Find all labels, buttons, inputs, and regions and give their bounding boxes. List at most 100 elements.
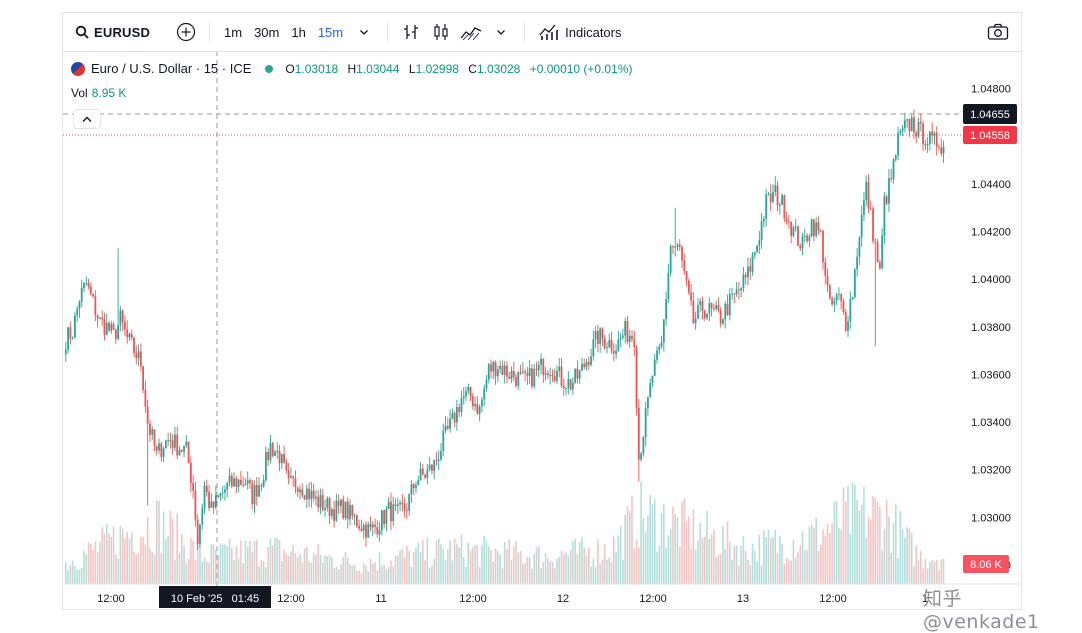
volume-bar <box>260 559 263 584</box>
candle-body <box>533 368 536 387</box>
volume-bar <box>888 516 890 584</box>
volume-bar <box>456 543 458 584</box>
candle-body <box>214 495 217 508</box>
candle-body <box>128 333 131 338</box>
symbol-legend: Euro / U.S. Dollar · 15 · ICE O1.03018 H… <box>71 61 638 76</box>
candle-body <box>917 121 920 137</box>
volume-value: 8.95 K <box>91 86 127 100</box>
candle-body <box>544 373 547 375</box>
candle-body <box>571 382 574 390</box>
volume-bar <box>294 552 297 584</box>
candle-body <box>196 519 199 545</box>
volume-bar <box>526 556 529 584</box>
time-axis[interactable]: 12:00 12:00 11 12:00 12 12:00 13 12:00 1 <box>97 593 928 605</box>
volume-bar <box>406 545 408 584</box>
area-chart-icon[interactable] <box>458 19 484 45</box>
volume-bar <box>581 536 583 584</box>
candle-body <box>346 501 349 520</box>
collapse-legend-button[interactable] <box>73 109 101 129</box>
volume-bar <box>319 555 322 584</box>
interval-1m[interactable]: 1m <box>224 24 243 40</box>
price-axis[interactable]: 1.048001.046001.044001.042001.040001.038… <box>971 84 1011 572</box>
volume-bar <box>619 525 622 584</box>
volume-bar <box>849 533 852 584</box>
candle-body <box>394 504 397 507</box>
candle-body <box>101 317 104 320</box>
low-value: 1.02998 <box>415 61 459 76</box>
candle-body <box>110 324 113 331</box>
volume-bar <box>160 553 163 584</box>
volume-bar <box>910 532 913 584</box>
candle-body <box>233 478 235 487</box>
interval-30m[interactable]: 30m <box>254 24 280 40</box>
volume-bar <box>617 535 620 584</box>
candles-chart-icon[interactable] <box>428 19 454 45</box>
market-status-dot <box>265 64 274 73</box>
volume-bar <box>838 527 840 584</box>
chevron-down-icon[interactable] <box>351 19 377 45</box>
volume-bar <box>758 534 761 584</box>
candle-body <box>249 480 251 484</box>
candle-body <box>494 361 497 377</box>
candle-body <box>594 330 597 340</box>
chevron-down-icon[interactable] <box>488 19 514 45</box>
camera-icon[interactable] <box>985 19 1011 45</box>
interval-1h[interactable]: 1h <box>291 24 306 40</box>
volume-bar <box>142 536 144 584</box>
volume-bar <box>360 572 363 584</box>
volume-bar <box>146 517 149 584</box>
candle-body <box>817 222 820 231</box>
volume-bar <box>931 560 933 584</box>
bars-chart-icon[interactable] <box>398 19 424 45</box>
volume-bar <box>301 562 304 584</box>
candle-body <box>824 262 827 276</box>
compare-add-icon[interactable] <box>173 19 199 45</box>
volume-bar <box>872 495 874 584</box>
candle-body <box>340 499 342 507</box>
candle-body <box>872 208 874 242</box>
candle-body <box>85 283 88 285</box>
candle-body <box>258 485 260 497</box>
indicators-button[interactable]: Indicators <box>539 23 622 41</box>
candle-body <box>89 286 92 294</box>
toolbar-divider <box>209 22 210 42</box>
candle-body <box>813 219 815 237</box>
volume-bar <box>801 531 804 584</box>
candle-body <box>458 407 461 413</box>
volume-bar <box>278 540 281 584</box>
candle-body <box>640 453 642 460</box>
candle-body <box>719 309 722 324</box>
volume-bar <box>433 558 435 584</box>
legend-title[interactable]: Euro / U.S. Dollar · 15 · ICE <box>91 61 252 76</box>
candle-body <box>467 386 470 392</box>
volume-bar <box>481 544 483 584</box>
candle-body <box>210 501 213 508</box>
candle-body <box>735 289 738 295</box>
candle-body <box>124 322 126 330</box>
volume-bar <box>353 564 356 584</box>
candle-body <box>503 365 506 375</box>
symbol-search[interactable]: EURUSD <box>63 25 171 40</box>
volume-bar <box>149 547 151 584</box>
volume-bar <box>678 546 681 584</box>
candle-body <box>631 335 633 340</box>
candle-body <box>474 404 477 407</box>
chart-canvas[interactable]: 1.048001.046001.044001.042001.040001.038… <box>63 13 1021 609</box>
candle-body <box>103 319 106 335</box>
volume-bar <box>183 545 185 584</box>
volume-bar <box>810 524 813 584</box>
volume-bar <box>117 558 119 584</box>
volume-bar <box>804 550 806 584</box>
volume-bar <box>547 558 549 584</box>
candle-body <box>451 413 454 419</box>
interval-15m[interactable]: 15m <box>317 24 344 40</box>
candle-body <box>490 364 492 372</box>
candle-body <box>537 364 540 370</box>
volume-bar <box>599 564 601 584</box>
candle-body <box>558 366 561 372</box>
candle-body <box>835 294 838 302</box>
volume-bar <box>415 548 417 584</box>
volume-bar <box>74 566 76 584</box>
volume-bar <box>119 525 122 584</box>
volume-bar <box>228 538 231 584</box>
